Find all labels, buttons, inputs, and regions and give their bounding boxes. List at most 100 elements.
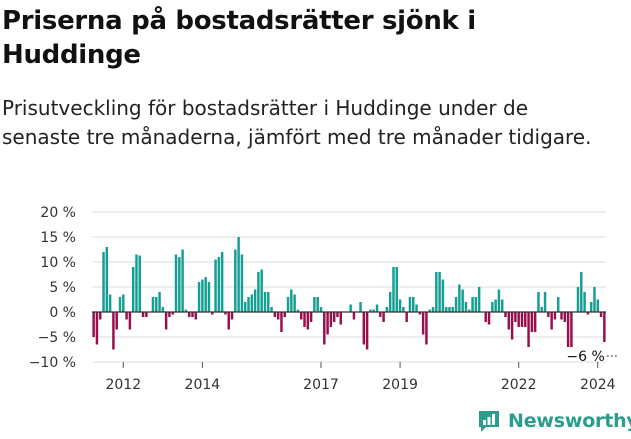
bar (108, 294, 112, 312)
bar (418, 312, 422, 315)
bar (458, 284, 461, 312)
x-tick-label: 2014 (185, 377, 221, 393)
newsworthy-logo-text: Newsworthy (508, 410, 631, 432)
bar (214, 259, 217, 312)
bar (421, 312, 425, 335)
bar (589, 302, 593, 312)
bar (491, 302, 494, 312)
latest-value-annotation: −6 % (566, 349, 619, 365)
bar (174, 254, 178, 312)
bar (471, 297, 474, 312)
bar (540, 307, 543, 312)
bar (464, 302, 468, 312)
bar (385, 307, 389, 312)
x-tick-label: 2022 (501, 377, 537, 393)
bar (339, 312, 342, 325)
bar (494, 299, 497, 312)
bar (468, 309, 471, 312)
bar (112, 312, 115, 350)
bar (566, 312, 570, 347)
bar (500, 299, 504, 312)
bar (217, 257, 221, 312)
newsworthy-logo: Newsworthy (476, 406, 631, 436)
bar (99, 312, 102, 320)
bar (372, 309, 375, 312)
bar (168, 312, 171, 317)
bar (161, 307, 165, 312)
bar (102, 252, 105, 312)
bar (543, 292, 547, 312)
bar (184, 309, 188, 312)
bar (524, 312, 527, 327)
bar (145, 312, 148, 317)
bar (547, 312, 550, 317)
x-tick-label: 2012 (105, 377, 141, 393)
y-tick-label: −10 % (29, 355, 76, 371)
bar (454, 297, 458, 312)
bar (369, 309, 372, 312)
bar (553, 312, 557, 320)
bar (362, 312, 366, 345)
bar (497, 289, 501, 312)
bar (375, 304, 379, 312)
bar (306, 312, 310, 330)
bar (599, 312, 603, 317)
bar (211, 312, 214, 315)
bar (299, 312, 303, 320)
bar (336, 312, 339, 317)
bar (435, 272, 438, 312)
bar (563, 312, 567, 322)
bar (438, 272, 441, 312)
bar (332, 312, 336, 322)
bar (141, 312, 145, 317)
bar (138, 255, 142, 312)
bar (441, 279, 445, 312)
bar (151, 297, 155, 312)
bar (415, 304, 418, 312)
bar (227, 312, 230, 330)
bar (326, 312, 329, 335)
bar (286, 297, 290, 312)
bar (412, 297, 415, 312)
bar (122, 294, 125, 312)
bar (510, 312, 514, 340)
bar (319, 307, 323, 312)
bar (158, 292, 161, 312)
bar (603, 312, 606, 342)
bar (431, 307, 435, 312)
bar (596, 299, 599, 312)
bar (560, 312, 563, 320)
y-tick-label: 5 % (49, 280, 76, 296)
bar (537, 292, 540, 312)
bar (405, 312, 408, 322)
bar (352, 312, 356, 320)
y-tick-label: 10 % (40, 255, 76, 271)
y-tick-label: −5 % (38, 330, 76, 346)
bar (323, 312, 326, 345)
bar (178, 257, 181, 312)
bar (313, 297, 316, 312)
bar (484, 312, 487, 322)
bar (527, 312, 530, 347)
bar (164, 312, 168, 330)
bar (448, 307, 451, 312)
bar (260, 269, 263, 312)
bar (365, 312, 369, 350)
y-tick-label: 20 % (40, 205, 76, 221)
bar (247, 297, 250, 312)
bar (115, 312, 118, 330)
y-tick-label: 15 % (40, 230, 76, 246)
bar (293, 294, 296, 312)
bar (303, 312, 306, 327)
bar (187, 312, 191, 317)
bar (309, 312, 313, 322)
bar (270, 307, 273, 312)
bar (197, 282, 201, 312)
bar (388, 292, 392, 312)
bar (234, 249, 237, 312)
bar (92, 312, 95, 337)
bar (520, 312, 524, 327)
bar (171, 312, 174, 315)
bar (474, 297, 478, 312)
bar (514, 312, 517, 322)
